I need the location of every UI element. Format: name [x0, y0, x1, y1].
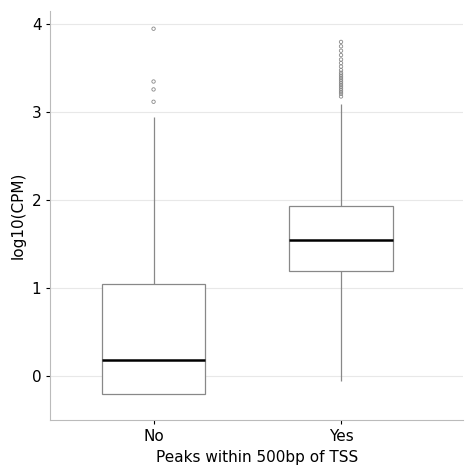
Point [150, 25, 157, 32]
Y-axis label: log10(CPM): log10(CPM) [11, 172, 26, 259]
X-axis label: Peaks within 500bp of TSS: Peaks within 500bp of TSS [155, 450, 358, 465]
Point [337, 88, 345, 96]
Point [337, 93, 345, 100]
Point [337, 81, 345, 89]
Point [337, 90, 345, 98]
Point [150, 98, 157, 106]
Point [337, 85, 345, 92]
Point [337, 51, 345, 59]
Point [337, 70, 345, 78]
Point [150, 86, 157, 93]
Point [337, 56, 345, 63]
Bar [290, 207, 392, 271]
Point [150, 78, 157, 85]
Point [337, 83, 345, 90]
Point [337, 38, 345, 46]
Point [337, 74, 345, 82]
Point [337, 63, 345, 70]
Point [337, 87, 345, 94]
Bar [102, 284, 205, 394]
Point [337, 59, 345, 67]
Point [337, 42, 345, 50]
Point [337, 79, 345, 87]
Point [337, 66, 345, 74]
Point [337, 76, 345, 84]
Point [337, 47, 345, 55]
Point [337, 78, 345, 85]
Point [337, 72, 345, 80]
Point [337, 69, 345, 77]
